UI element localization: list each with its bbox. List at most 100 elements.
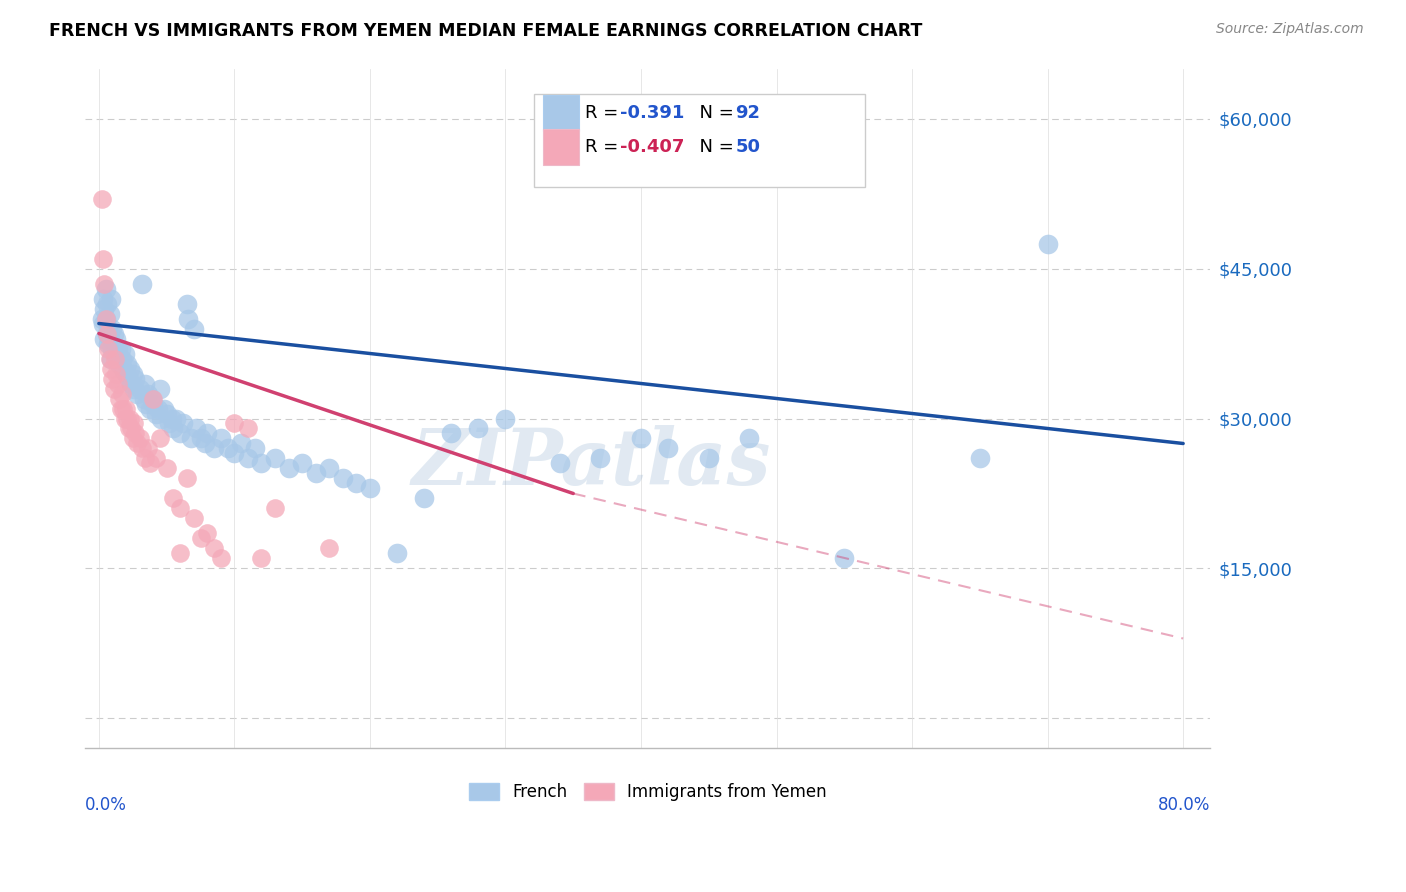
Point [193,436,215,450]
Point [104,351,127,366]
Text: N =: N = [688,104,740,122]
Point [236,421,259,435]
Point [135,396,157,410]
Point [124,371,146,385]
Point [97,321,120,335]
Point [195,426,218,441]
Point [91,292,114,306]
Point [332,471,354,485]
Point [202,541,225,556]
Point [148,401,170,416]
Point [134,451,156,466]
Point [156,407,179,421]
Point [165,411,187,425]
Point [190,532,212,546]
Text: Source: ZipAtlas.com: Source: ZipAtlas.com [1216,22,1364,37]
Point [195,526,218,541]
Point [142,392,165,406]
Point [107,342,129,356]
Point [157,417,180,431]
Point [117,411,139,425]
Point [121,432,143,446]
Point [100,351,122,366]
Point [344,476,367,491]
Text: 0.0%: 0.0% [86,796,127,814]
Point [103,326,125,341]
Point [153,401,176,416]
Point [162,421,184,435]
Point [231,436,253,450]
Point [91,317,114,331]
Point [128,432,150,446]
Point [277,461,299,475]
Point [111,386,134,401]
Point [149,382,172,396]
Point [160,411,183,425]
Point [97,342,120,356]
Point [162,491,184,506]
Point [139,401,162,416]
Point [110,342,132,356]
Point [969,451,991,466]
Point [359,482,381,496]
Point [236,451,259,466]
Point [142,396,165,410]
Text: ZIPatlas: ZIPatlas [412,425,772,501]
Point [98,351,121,366]
Point [385,547,408,561]
Point [118,421,141,435]
Point [115,401,138,416]
Point [93,277,115,291]
Point [243,442,266,456]
Point [96,296,118,310]
Point [176,296,198,310]
Point [105,331,128,345]
Point [134,376,156,391]
Point [96,326,118,341]
Point [108,392,131,406]
Point [250,457,273,471]
Point [305,467,328,481]
Point [136,442,159,456]
Point [145,451,167,466]
Point [103,382,125,396]
Text: R =: R = [585,104,624,122]
Point [183,321,205,335]
Point [94,311,117,326]
Point [112,401,135,416]
Point [118,361,141,376]
Point [169,547,191,561]
Point [101,371,124,385]
Point [122,382,145,396]
Point [145,407,167,421]
Point [90,311,112,326]
Point [832,551,855,566]
Point [139,457,162,471]
Point [149,432,172,446]
Point [1036,236,1059,251]
Point [124,426,146,441]
Point [318,541,340,556]
Point [440,426,463,441]
Point [291,457,314,471]
Point [91,252,114,266]
Text: -0.391: -0.391 [620,104,685,122]
Point [121,367,143,381]
Point [110,401,132,416]
Point [98,331,121,345]
Legend: French, Immigrants from Yemen: French, Immigrants from Yemen [463,777,834,808]
Point [94,281,117,295]
Text: 92: 92 [735,104,761,122]
Point [169,426,191,441]
Point [697,451,720,466]
Point [136,386,159,401]
Point [224,446,246,460]
Point [548,457,571,471]
Point [117,357,139,371]
Point [318,461,340,475]
Point [156,461,179,475]
Point [100,361,122,376]
Point [90,192,112,206]
Point [114,346,136,360]
Point [96,326,118,341]
